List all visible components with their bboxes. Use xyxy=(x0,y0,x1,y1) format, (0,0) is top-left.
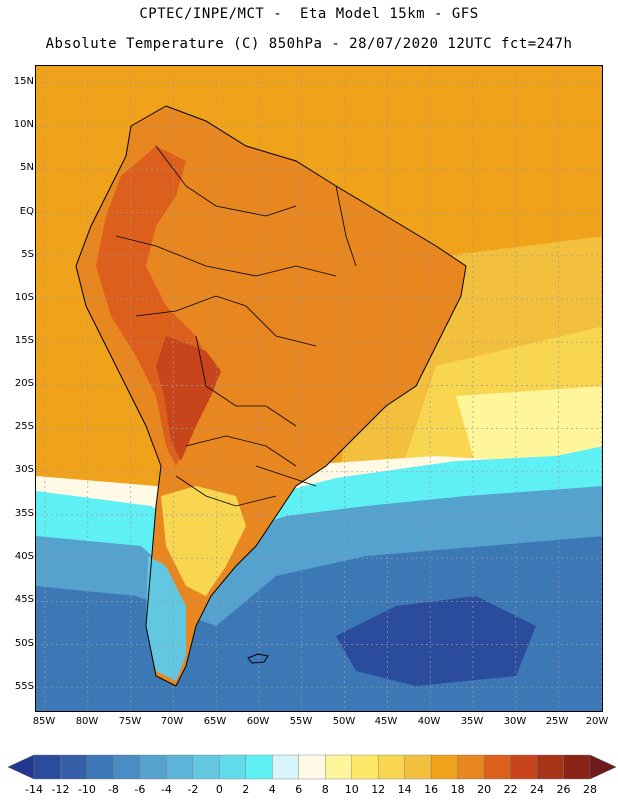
colorbar-bin xyxy=(325,754,352,780)
colorbar-below-arrow xyxy=(7,754,35,780)
lon-label-30w: 30W xyxy=(503,716,527,727)
colorbar-bin xyxy=(166,754,194,780)
lat-label-50s: 50S xyxy=(14,638,34,649)
colorbar-bin xyxy=(483,754,511,780)
colorbar-bin xyxy=(404,754,432,780)
colorbar-tick-label: 20 xyxy=(477,783,492,796)
lon-label-45w: 45W xyxy=(374,716,398,727)
falkland-islands xyxy=(247,653,269,664)
colorbar-tick-label: 16 xyxy=(424,783,439,796)
colorbar-bin xyxy=(457,754,485,780)
colorbar-tick-label: -2 xyxy=(187,783,199,796)
lon-label-55w: 55W xyxy=(289,716,313,727)
colorbar-tick-label: 26 xyxy=(556,783,571,796)
colorbar-bin xyxy=(430,754,458,780)
colorbar-bin xyxy=(298,754,326,780)
colorbar-tick-label: 10 xyxy=(344,783,359,796)
colorbar-tick-label: -14 xyxy=(25,783,43,796)
lat-label-45s: 45S xyxy=(14,594,34,605)
lon-label-65w: 65W xyxy=(203,716,227,727)
lon-label-75w: 75W xyxy=(118,716,142,727)
colorbar-tick-label: -8 xyxy=(107,783,119,796)
colorbar-bin xyxy=(377,754,405,780)
colorbar xyxy=(7,754,617,780)
coastline xyxy=(75,105,467,687)
colorbar-bin xyxy=(139,754,167,780)
lon-label-20w: 20W xyxy=(585,716,609,727)
colorbar-bins xyxy=(33,754,591,780)
lat-label-15n: 15N xyxy=(13,76,34,87)
colorbar-bin xyxy=(563,754,591,780)
colorbar-tick-label: 6 xyxy=(295,783,303,796)
temperature-map[interactable] xyxy=(35,65,603,712)
lat-label-5n: 5N xyxy=(20,162,34,173)
bolivia-hot-core xyxy=(156,336,221,461)
colorbar-bin xyxy=(536,754,564,780)
lat-label-15s: 15S xyxy=(14,335,34,346)
lon-label-25w: 25W xyxy=(545,716,569,727)
colorbar-tick-label: -10 xyxy=(77,783,96,796)
colorbar-tick-label: 12 xyxy=(371,783,386,796)
colorbar-tick-label: 14 xyxy=(397,783,412,796)
lon-label-50w: 50W xyxy=(332,716,356,727)
colorbar-tick-label: 2 xyxy=(242,783,250,796)
lat-label-eq: EQ xyxy=(19,206,34,217)
colorbar-tick-label: 28 xyxy=(583,783,597,796)
lat-label-20s: 20S xyxy=(14,378,34,389)
colorbar-bin xyxy=(60,754,88,780)
colorbar-bin xyxy=(245,754,273,780)
colorbar-tick-label: -12 xyxy=(51,783,70,796)
colorbar-above-arrow xyxy=(589,754,617,780)
colorbar-tick-label: 8 xyxy=(321,783,329,796)
lon-label-85w: 85W xyxy=(32,716,56,727)
lat-label-5s: 5S xyxy=(21,249,34,260)
patagonia-field xyxy=(161,486,246,596)
colorbar-bin xyxy=(272,754,299,780)
lat-label-40s: 40S xyxy=(14,551,34,562)
lon-label-80w: 80W xyxy=(75,716,99,727)
colorbar-bin xyxy=(113,754,141,780)
map-subtitle: Absolute Temperature (C) 850hPa - 28/07/… xyxy=(45,36,573,52)
colorbar-tick-label: 0 xyxy=(215,783,223,796)
temperature-field xyxy=(36,66,602,711)
lat-label-55s: 55S xyxy=(14,681,34,692)
lon-label-40w: 40W xyxy=(417,716,441,727)
colorbar-bin xyxy=(192,754,220,780)
colorbar-bin xyxy=(351,754,379,780)
colorbar-bin xyxy=(33,754,61,780)
lon-label-70w: 70W xyxy=(160,716,184,727)
lat-label-10s: 10S xyxy=(14,292,34,303)
colorbar-tick-label: 18 xyxy=(450,783,465,796)
colorbar-bin xyxy=(86,754,114,780)
ocean-cold-4-field xyxy=(336,596,536,686)
colorbar-tick-label: -6 xyxy=(134,783,146,796)
lon-label-35w: 35W xyxy=(460,716,484,727)
lat-label-25s: 25S xyxy=(14,421,34,432)
lon-label-60w: 60W xyxy=(246,716,270,727)
country-borders xyxy=(115,145,357,507)
lat-label-30s: 30S xyxy=(14,464,34,475)
map-title: CPTEC/INPE/MCT - Eta Model 15km - GFS xyxy=(139,6,479,22)
colorbar-tick-label: 22 xyxy=(503,783,518,796)
colorbar-tick-label: 4 xyxy=(268,783,276,796)
lat-label-10n: 10N xyxy=(13,119,34,130)
lat-label-35s: 35S xyxy=(14,508,34,519)
colorbar-bin xyxy=(510,754,538,780)
colorbar-tick-label: 24 xyxy=(530,783,545,796)
southern-andes-cold xyxy=(146,556,186,681)
ocean-light-field xyxy=(456,386,602,476)
colorbar-bin xyxy=(219,754,247,780)
colorbar-tick-label: -4 xyxy=(160,783,172,796)
